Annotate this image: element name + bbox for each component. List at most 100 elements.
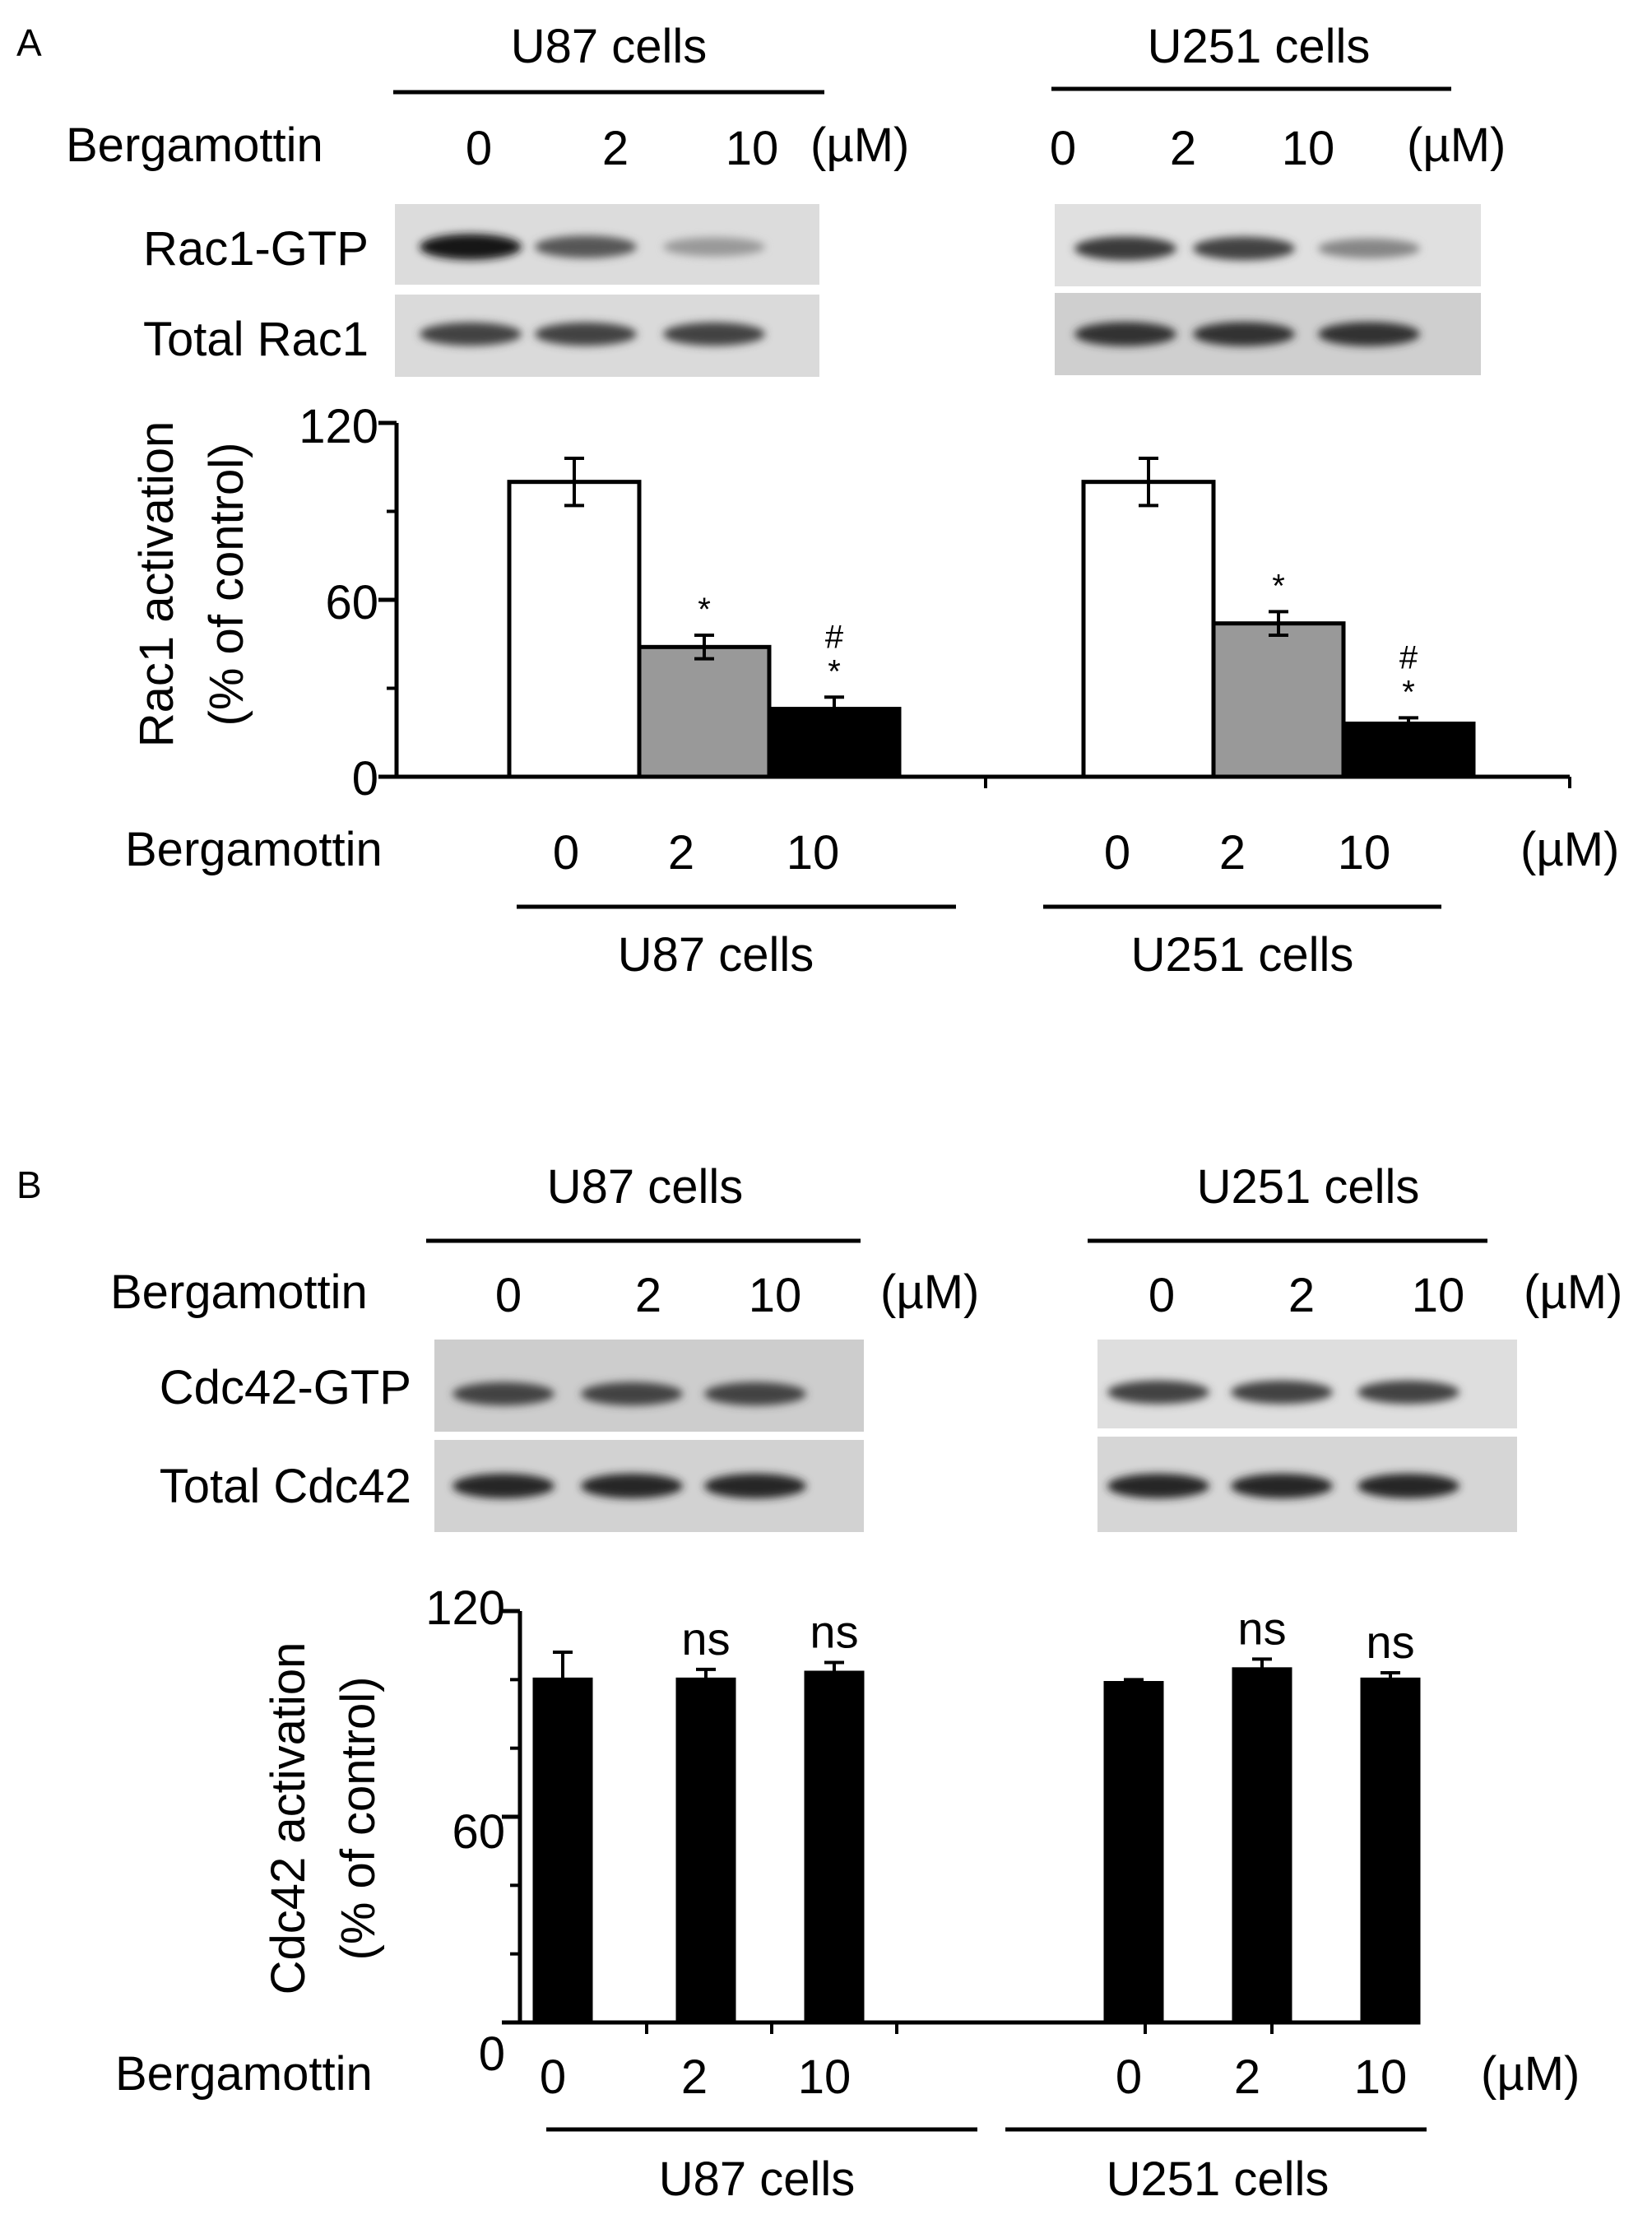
panel-a-letter: A bbox=[16, 21, 42, 64]
blot-a-unit-u251: (µM) bbox=[1407, 118, 1506, 172]
blot-b-u251-band-r2-l3 bbox=[1357, 1473, 1459, 1499]
chart-a-annotation-g2-2: * bbox=[1272, 568, 1285, 604]
chart-a-ylabel-line2: (% of control) bbox=[200, 443, 253, 727]
chart-a-xtick-u87-0: 0 bbox=[553, 826, 579, 880]
blot-a-dose-u87-10: 10 bbox=[726, 122, 779, 175]
blot-a-u251-band-r2-l3 bbox=[1318, 322, 1420, 346]
blot-a-dose-u251-2: 2 bbox=[1170, 122, 1196, 175]
chart-a-ytick-120: 120 bbox=[299, 400, 378, 453]
chart-a-bar-g1-2 bbox=[637, 644, 772, 779]
chart-a-bar-g2-2 bbox=[1211, 621, 1346, 779]
chart-b-ylabel-line1: Cdc42 activation bbox=[262, 1642, 315, 1995]
blot-b-row-label-1: Cdc42-GTP bbox=[160, 1361, 411, 1414]
chart-b-ytick-120: 120 bbox=[425, 1581, 505, 1635]
blot-a-u87-band-r2-l3 bbox=[663, 322, 765, 346]
chart-a-xtick-u87-2: 2 bbox=[668, 826, 694, 880]
chart-a-errorbar-g2-2 bbox=[1269, 610, 1288, 637]
chart-a-xtick-u251-10: 10 bbox=[1338, 826, 1391, 880]
chart-b-bar-g1-3 bbox=[804, 1670, 865, 2025]
chart-a-ylabel-line1: Rac1 activation bbox=[130, 421, 183, 748]
rac1-activation-chart: Rac1 activation (% of control) 120 60 0 … bbox=[130, 400, 1571, 806]
blot-a-u87-band-r2-l1 bbox=[420, 322, 522, 346]
chart-b-annotation-g1-3: ns bbox=[810, 1606, 858, 1658]
blot-b-dose-u251-0: 0 bbox=[1149, 1269, 1175, 1322]
chart-b-xtick-u87-2: 2 bbox=[681, 2050, 708, 2104]
blot-a-u251-image bbox=[1055, 204, 1481, 375]
blot-a-u251-band-r1-l3 bbox=[1318, 238, 1420, 259]
chart-a-group-u251-label: U251 cells bbox=[1131, 928, 1354, 982]
chart-a-annotation-g2-3-2: * bbox=[1402, 674, 1415, 710]
chart-b-errorbar-g2-2 bbox=[1252, 1657, 1272, 1669]
blot-a-u87-band-r1-l2 bbox=[535, 235, 637, 258]
blot-a-treatment-label: Bergamottin bbox=[66, 118, 323, 172]
chart-a-annotation-g1-3-1: # bbox=[825, 619, 844, 655]
chart-b-group-u87-label: U87 cells bbox=[659, 2152, 856, 2206]
chart-b-errorbar-g1-1 bbox=[553, 1651, 573, 1680]
chart-b-bar-g2-1 bbox=[1103, 1681, 1164, 2025]
blot-a-row-label-2: Total Rac1 bbox=[143, 313, 369, 366]
blot-b-treatment-label: Bergamottin bbox=[110, 1265, 368, 1319]
chart-b-errorbar-g1-3 bbox=[824, 1660, 844, 1673]
blot-b-u87-band-r2-l2 bbox=[581, 1473, 683, 1499]
chart-a-ytick-0: 0 bbox=[352, 752, 378, 806]
chart-a-errorbar-g1-2 bbox=[694, 634, 714, 661]
chart-b-ytick-60: 60 bbox=[452, 1805, 505, 1859]
chart-b-xtick-u87-10: 10 bbox=[798, 2050, 852, 2104]
blot-b-group-u87-label: U87 cells bbox=[547, 1160, 744, 1214]
blot-b-u87-band-r2-l1 bbox=[452, 1473, 555, 1499]
blot-a-u87-band-r1-l3 bbox=[663, 237, 765, 257]
blot-a-row-label-1: Rac1-GTP bbox=[143, 222, 369, 276]
blot-b-dose-u87-0: 0 bbox=[495, 1269, 522, 1322]
chart-b-annotation-g1-2: ns bbox=[681, 1613, 730, 1665]
blot-b-u87-band-r1-l3 bbox=[704, 1381, 806, 1406]
chart-b-xtick-u251-0: 0 bbox=[1116, 2050, 1142, 2104]
chart-b-xtick-u251-2: 2 bbox=[1234, 2050, 1260, 2104]
blot-a-u251-band-r1-l1 bbox=[1074, 236, 1176, 261]
chart-b-bar-g2-3 bbox=[1360, 1677, 1421, 2025]
blot-b-dose-u87-10: 10 bbox=[749, 1269, 802, 1322]
chart-a-x-treatment-label: Bergamottin bbox=[125, 823, 383, 876]
chart-a-errorbar-g2-3 bbox=[1399, 716, 1418, 731]
blot-a-u251-band-r1-l2 bbox=[1193, 236, 1295, 261]
chart-b-bar-g1-1 bbox=[532, 1677, 593, 2025]
chart-a-annotation-g2-3-1: # bbox=[1399, 639, 1418, 676]
blot-b-u251-band-r1-l1 bbox=[1107, 1380, 1209, 1405]
blot-a-dose-u87-2: 2 bbox=[602, 122, 629, 175]
chart-a-unit: (µM) bbox=[1520, 823, 1619, 876]
blot-a-unit-u87: (µM) bbox=[810, 118, 909, 172]
chart-b-group-u251-label: U251 cells bbox=[1107, 2152, 1329, 2206]
blot-b-u87-band-r1-l1 bbox=[452, 1381, 555, 1406]
chart-a-xtick-u251-2: 2 bbox=[1219, 826, 1246, 880]
blot-a-u87-band-r1-l1 bbox=[420, 234, 522, 260]
chart-b-xtick-u87-0: 0 bbox=[540, 2050, 566, 2104]
blot-a-u87-band-r2-l2 bbox=[535, 322, 637, 346]
chart-a-annotation-g1-3-2: * bbox=[828, 653, 841, 690]
blot-a-u87-image bbox=[395, 204, 819, 377]
chart-a-errorbar-g2-1 bbox=[1139, 457, 1158, 508]
chart-b-bar-g1-2 bbox=[675, 1677, 736, 2025]
blot-a-dose-u87-0: 0 bbox=[466, 122, 492, 175]
chart-b-xtick-u251-10: 10 bbox=[1354, 2050, 1408, 2104]
cdc42-activation-chart: Cdc42 activation (% of control) 120 60 0… bbox=[262, 1581, 1421, 2081]
blot-b-u251-band-r2-l2 bbox=[1231, 1473, 1333, 1499]
blot-a-dose-u251-0: 0 bbox=[1050, 122, 1076, 175]
chart-a-xtick-u251-0: 0 bbox=[1104, 826, 1130, 880]
chart-a-annotation-g1-2: * bbox=[698, 592, 711, 628]
chart-b-ylabel-line2: (% of control) bbox=[332, 1677, 385, 1961]
blot-a-u251-band-r2-l2 bbox=[1193, 322, 1295, 346]
chart-b-bar-g2-2 bbox=[1232, 1667, 1292, 2025]
chart-b-errorbar-g1-2 bbox=[696, 1667, 716, 1680]
blot-b-u87-image bbox=[434, 1340, 864, 1532]
chart-a-group-u87-label: U87 cells bbox=[618, 928, 814, 982]
blot-b-dose-u87-2: 2 bbox=[635, 1269, 661, 1322]
blot-a-u251-band-r2-l1 bbox=[1074, 322, 1176, 346]
blot-a-group-u251-label: U251 cells bbox=[1148, 20, 1371, 73]
chart-a-xtick-u87-10: 10 bbox=[787, 826, 840, 880]
blot-b-u87-band-r1-l2 bbox=[581, 1381, 683, 1406]
chart-a-errorbar-g1-1 bbox=[564, 457, 584, 508]
blot-b-unit-u87: (µM) bbox=[880, 1265, 979, 1319]
chart-a-bar-g1-1 bbox=[507, 480, 642, 779]
chart-b-ytick-0: 0 bbox=[479, 2027, 505, 2081]
chart-a-errorbar-g1-3 bbox=[824, 695, 844, 722]
